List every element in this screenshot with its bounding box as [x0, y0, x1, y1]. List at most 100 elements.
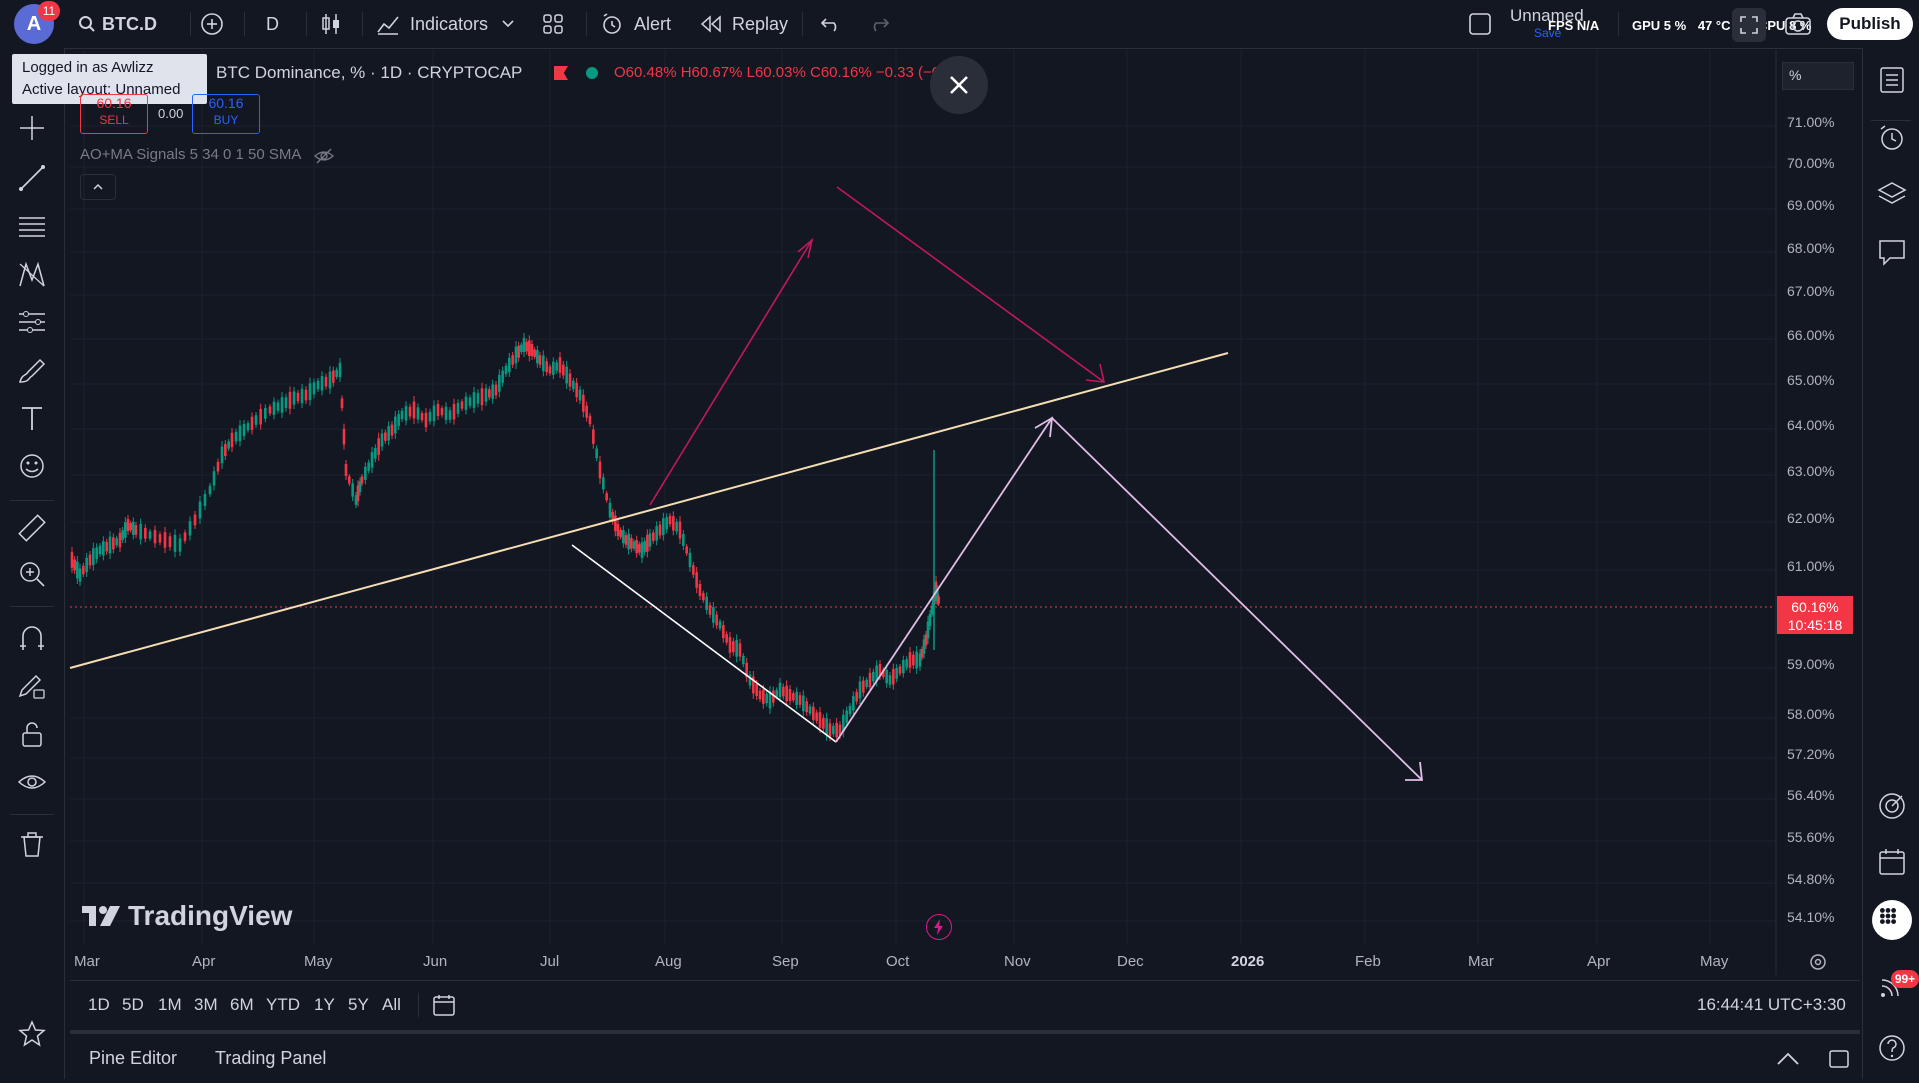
- interval-button[interactable]: D: [266, 13, 279, 34]
- candle-body: [264, 407, 267, 419]
- range-button-1y[interactable]: 1Y: [314, 995, 335, 1014]
- projection-path[interactable]: [835, 416, 1423, 781]
- range-button-all[interactable]: All: [382, 995, 401, 1014]
- buy-button[interactable]: 60.16 BUY: [192, 94, 260, 134]
- sliders-icon: [19, 311, 45, 333]
- emoji-tool[interactable]: [16, 450, 48, 482]
- text-tool[interactable]: [16, 402, 48, 434]
- pattern-tool[interactable]: [16, 258, 48, 290]
- axis-settings-button[interactable]: [1808, 952, 1828, 977]
- snapshot-button[interactable]: [1784, 12, 1812, 41]
- object-tree-button[interactable]: [1876, 178, 1908, 210]
- replay-button[interactable]: Replay: [700, 0, 788, 48]
- range-button-ytd[interactable]: YTD: [266, 995, 300, 1014]
- candle-body: [280, 397, 284, 413]
- indicator-legend[interactable]: AO+MA Signals 5 34 0 1 50 SMA: [80, 146, 302, 163]
- forecast-tool[interactable]: [16, 306, 48, 338]
- templates-button[interactable]: [542, 0, 564, 48]
- layout-checkbox[interactable]: [1468, 0, 1492, 48]
- candle-body: [118, 532, 122, 548]
- redo-button[interactable]: [868, 0, 890, 48]
- candle-body: [908, 652, 912, 668]
- zoom-tool[interactable]: [16, 558, 48, 590]
- compare-symbol-button[interactable]: [200, 0, 224, 48]
- candle-body: [517, 345, 520, 358]
- alerts-button[interactable]: [1876, 122, 1908, 154]
- sell-button[interactable]: 60.16 SELL: [80, 94, 148, 134]
- crosshair-tool[interactable]: [16, 112, 48, 144]
- clock-label[interactable]: 16:44:41 UTC+3:30: [1697, 995, 1846, 1014]
- range-button-1d[interactable]: 1D: [88, 995, 110, 1014]
- maximize-panel-button[interactable]: [1828, 1034, 1850, 1083]
- lock-drawings-tool[interactable]: [16, 718, 48, 750]
- range-button-5d[interactable]: 5D: [122, 995, 144, 1014]
- high-value: H60.67%: [680, 64, 743, 81]
- candle-body: [332, 370, 335, 383]
- bullish-arrow[interactable]: [649, 239, 813, 506]
- hide-drawings-tool[interactable]: [16, 766, 48, 798]
- candle-body: [432, 405, 436, 422]
- close-button[interactable]: [930, 56, 988, 114]
- candle-body: [276, 402, 280, 411]
- tab-trading-panel[interactable]: Trading Panel: [215, 1048, 327, 1068]
- candle-body: [934, 581, 938, 599]
- range-button-5y[interactable]: 5Y: [348, 995, 369, 1014]
- bearish-arrow[interactable]: [836, 186, 1105, 383]
- events-marker[interactable]: [926, 914, 952, 940]
- alert-button[interactable]: Alert: [600, 0, 671, 48]
- candle-body: [638, 544, 641, 553]
- scale-unit-button[interactable]: %: [1782, 62, 1854, 90]
- measure-tool[interactable]: [16, 512, 48, 544]
- symbol-title[interactable]: BTC Dominance, % · 1D · CRYPTOCAP: [216, 63, 523, 82]
- layout-name[interactable]: Unnamed: [1510, 6, 1584, 25]
- chart-type-button[interactable]: [318, 0, 344, 48]
- apps-button[interactable]: [1872, 900, 1912, 940]
- candle-body: [619, 529, 622, 537]
- tab-pine-editor[interactable]: Pine Editor: [89, 1048, 178, 1068]
- stay-in-drawing-tool[interactable]: [16, 670, 48, 702]
- symbol-search-button[interactable]: BTC.D: [78, 0, 157, 48]
- calendar-button[interactable]: [1876, 846, 1908, 878]
- remove-drawings-tool[interactable]: [16, 828, 48, 860]
- candle-body: [798, 695, 802, 705]
- candle-body: [772, 690, 775, 703]
- goto-date-button[interactable]: [432, 981, 456, 1029]
- channel-line[interactable]: [571, 544, 837, 743]
- price-axis-label: 68.00%: [1787, 240, 1835, 256]
- candle-body: [828, 723, 832, 737]
- candle-body: [685, 546, 688, 554]
- candle-body: [936, 589, 939, 601]
- candle-body: [129, 523, 132, 531]
- brush-tool[interactable]: [16, 354, 48, 386]
- range-button-3m[interactable]: 3M: [194, 995, 218, 1014]
- hide-indicator-button[interactable]: [314, 148, 334, 169]
- candle-body: [715, 614, 718, 626]
- candle-body: [420, 413, 424, 421]
- candle-body: [408, 406, 412, 417]
- publish-button[interactable]: Publish: [1827, 8, 1913, 40]
- chats-button[interactable]: [1876, 236, 1908, 268]
- collapse-legend-button[interactable]: [80, 174, 116, 200]
- zoom-in-icon: [20, 562, 45, 587]
- candle-body: [728, 637, 732, 653]
- range-button-1m[interactable]: 1M: [158, 995, 182, 1014]
- undo-button[interactable]: [820, 0, 842, 48]
- fullscreen-button[interactable]: [1732, 8, 1766, 42]
- watchlist-button[interactable]: [1876, 64, 1908, 96]
- fib-tool[interactable]: [16, 210, 48, 242]
- save-label[interactable]: Save: [1534, 26, 1562, 40]
- help-button[interactable]: [1876, 1032, 1908, 1064]
- range-toolbar: 1D 5D 1M 3M 6M YTD 1Y 5Y All 16:44:41 UTC+3:30: [70, 980, 1860, 1029]
- candle-body: [858, 681, 862, 699]
- magnet-tool[interactable]: [16, 622, 48, 654]
- trend-line[interactable]: [69, 352, 1229, 669]
- arrowhead: [1405, 761, 1424, 781]
- flag-icon[interactable]: [554, 66, 568, 80]
- indicators-button[interactable]: Indicators: [376, 0, 514, 48]
- favorites-tool[interactable]: [16, 1018, 48, 1050]
- trend-line-tool[interactable]: [16, 162, 48, 194]
- range-button-6m[interactable]: 6M: [230, 995, 254, 1014]
- expand-panel-button[interactable]: [1776, 1034, 1800, 1083]
- screener-button[interactable]: [1876, 790, 1908, 822]
